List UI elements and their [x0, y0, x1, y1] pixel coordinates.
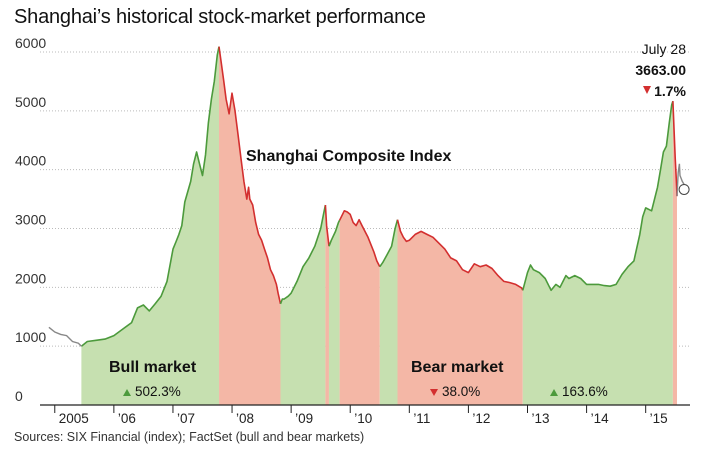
index-line-layer: [48, 46, 685, 347]
y-tick-label: 6000: [15, 35, 46, 51]
bear-market-area: [397, 219, 523, 405]
bear-market-line: [338, 210, 381, 268]
annotation-layer: Shanghai Composite Index Bull market 502…: [109, 41, 690, 399]
x-tick-label: ’10: [354, 411, 372, 426]
bull-market-area: [81, 46, 220, 405]
bear-market-label: Bear market: [411, 359, 504, 376]
bear-market-line: [672, 101, 678, 197]
latest-point-marker: [678, 183, 690, 195]
x-tick-label: ’08: [236, 411, 254, 426]
bear-market-area: [325, 205, 329, 405]
regime-fill-layer: [81, 46, 677, 405]
x-tick-label: 2005: [59, 411, 89, 426]
bull-market-line: [522, 100, 674, 292]
x-tick-label: ’14: [591, 411, 610, 426]
x-tick-label: ’15: [650, 411, 668, 426]
y-tick-label: 5000: [15, 94, 46, 110]
latest-change: 1.7%: [654, 83, 686, 99]
bull-market-line: [379, 219, 399, 268]
x-tick-label: ’07: [177, 411, 195, 426]
bear-market-line: [396, 219, 524, 291]
x-tick-label: ’12: [472, 411, 490, 426]
bull-market-line: [80, 46, 220, 347]
bull-up-triangle: [123, 389, 131, 396]
bear-market-area: [219, 46, 281, 405]
bull-market-value: 502.3%: [135, 384, 181, 399]
x-tick-label: ’11: [413, 411, 430, 426]
x-tick-label: ’06: [118, 411, 136, 426]
source-note: Sources: SIX Financial (index); FactSet …: [14, 430, 365, 444]
x-tick-label: ’13: [532, 411, 550, 426]
bear-market-value: 38.0%: [442, 384, 480, 399]
latest-value: 3663.00: [635, 62, 686, 78]
pre-period-line: [48, 326, 82, 347]
bear-market-line: [324, 204, 330, 247]
bull-market-line: [279, 204, 327, 305]
axis-layer: 0 1000 2000 3000 4000 5000 6000 2005 ’06 ’07 ’08 ’0…: [15, 35, 690, 426]
series-label: Shanghai Composite Index: [246, 148, 451, 165]
bull-market-line: [328, 219, 341, 247]
bull-market-area: [522, 101, 673, 405]
latest-date: July 28: [642, 41, 687, 57]
y-tick-label: 2000: [15, 270, 46, 286]
latest-down-triangle: [643, 86, 651, 94]
recent-tail-line: [676, 163, 685, 197]
chart-title: Shanghai’s historical stock-market perfo…: [14, 6, 426, 28]
x-tick-label: ’09: [295, 411, 313, 426]
recent-bull-up-triangle: [550, 389, 558, 396]
bear-down-triangle: [430, 389, 438, 396]
recent-bull-value: 163.6%: [562, 384, 608, 399]
y-tick-label: 0: [15, 388, 23, 404]
bull-market-area: [328, 220, 340, 405]
y-tick-label: 4000: [15, 153, 46, 169]
bull-market-area: [379, 219, 398, 405]
bear-market-line: [218, 46, 282, 304]
bull-market-area: [280, 205, 326, 405]
bear-market-area: [339, 210, 380, 405]
y-tick-label: 3000: [15, 212, 46, 228]
y-tick-label: 1000: [15, 329, 46, 345]
bull-market-label: Bull market: [109, 359, 197, 376]
